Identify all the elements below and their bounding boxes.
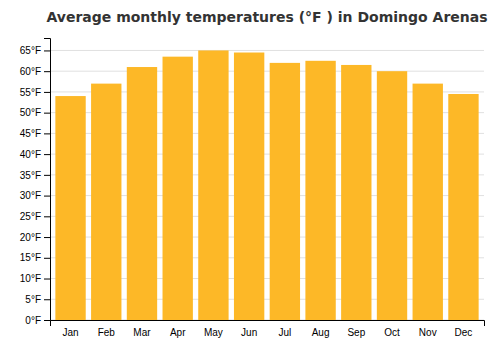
y-tick: 15°F xyxy=(20,252,50,263)
bar xyxy=(91,84,121,320)
x-tick-label: Aug xyxy=(312,327,330,338)
title: Average monthly temperatures (°F ) in Do… xyxy=(46,9,487,25)
y-tick-label: 15°F xyxy=(20,252,41,263)
x-tick: Sep xyxy=(347,327,365,338)
y-tick-label: 35°F xyxy=(20,170,41,181)
x-tick-label: Oct xyxy=(384,327,400,338)
y-tick-label: 65°F xyxy=(20,45,41,56)
x-tick: Jul xyxy=(278,327,291,338)
x-tick: Dec xyxy=(455,327,473,338)
x-tick-label: Jan xyxy=(62,327,78,338)
y-tick-mark xyxy=(44,175,50,176)
y-tick-mark xyxy=(44,237,50,238)
y-tick: 50°F xyxy=(20,107,50,118)
y-tick-label: 10°F xyxy=(20,273,41,284)
x-tick-label: Sep xyxy=(347,327,365,338)
x-axis-line xyxy=(51,321,485,327)
bar xyxy=(341,65,371,320)
bar xyxy=(198,50,228,320)
y-tick-mark xyxy=(44,299,50,300)
x-tick: Nov xyxy=(419,327,437,338)
x-tick: Apr xyxy=(170,327,186,338)
x-tick: Oct xyxy=(384,327,400,338)
y-tick-mark xyxy=(44,196,50,197)
y-tick-mark xyxy=(44,320,50,321)
y-tick: 5°F xyxy=(25,294,50,305)
y-tick-mark xyxy=(44,50,50,51)
y-tick-label: 0°F xyxy=(25,315,41,326)
y-tick: 30°F xyxy=(20,190,50,201)
grid-line xyxy=(50,71,484,72)
x-tick: Aug xyxy=(312,327,330,338)
y-tick-mark xyxy=(44,216,50,217)
y-tick: 10°F xyxy=(20,273,50,284)
y-tick-mark xyxy=(44,154,50,155)
x-tick: Mar xyxy=(133,327,151,338)
y-tick-mark xyxy=(44,279,50,280)
y-tick-label: 5°F xyxy=(25,294,41,305)
y-tick-label: 30°F xyxy=(20,190,41,201)
bar xyxy=(305,61,335,320)
bar xyxy=(413,84,443,320)
y-tick-label: 60°F xyxy=(20,66,41,77)
bar xyxy=(448,94,478,320)
y-tick: 65°F xyxy=(20,45,50,56)
y-tick: 45°F xyxy=(20,128,50,139)
bar xyxy=(377,71,407,320)
x-tick-label: Jun xyxy=(241,327,257,338)
y-axis-line xyxy=(44,39,51,321)
x-axis: Jan Feb Mar Apr May Jun Jul Aug Sep Oct Nov Dec xyxy=(51,321,485,339)
bar xyxy=(234,53,264,320)
y-tick: 35°F xyxy=(20,170,50,181)
x-tick-label: Dec xyxy=(455,327,473,338)
bars xyxy=(55,50,478,320)
bar xyxy=(127,67,157,320)
grid-line xyxy=(50,50,484,51)
y-tick: 55°F xyxy=(20,87,50,98)
y-tick-label: 40°F xyxy=(20,149,41,160)
y-tick: 0°F xyxy=(25,315,50,326)
y-tick-label: 20°F xyxy=(20,232,41,243)
y-tick-mark xyxy=(44,92,50,93)
x-tick-label: Jul xyxy=(278,327,291,338)
y-tick-mark xyxy=(44,258,50,259)
y-tick-label: 25°F xyxy=(20,211,41,222)
x-tick: Jan xyxy=(62,327,78,338)
y-tick-label: 45°F xyxy=(20,128,41,139)
x-tick-label: Feb xyxy=(98,327,116,338)
y-axis: 0°F 5°F 10°F 15°F 20°F 25°F 30°F 35°F 40°F 45°F 50… xyxy=(20,39,51,326)
y-tick: 20°F xyxy=(20,232,50,243)
y-tick: 40°F xyxy=(20,149,50,160)
bar xyxy=(270,63,300,320)
x-tick-label: Apr xyxy=(170,327,186,338)
x-tick-label: Mar xyxy=(133,327,151,338)
chart: 0°F 5°F 10°F 15°F 20°F 25°F 30°F 35°F 40°F 45°F 50… xyxy=(0,0,500,350)
y-tick: 25°F xyxy=(20,211,50,222)
x-tick-label: May xyxy=(204,327,223,338)
y-tick-mark xyxy=(44,113,50,114)
x-tick: Feb xyxy=(98,327,116,338)
x-tick-label: Nov xyxy=(419,327,437,338)
grid xyxy=(50,50,484,320)
bar xyxy=(55,96,85,320)
x-tick: May xyxy=(204,327,223,338)
y-tick: 60°F xyxy=(20,66,50,77)
x-tick: Jun xyxy=(241,327,257,338)
y-tick-mark xyxy=(44,133,50,134)
y-tick-label: 50°F xyxy=(20,107,41,118)
y-tick-mark xyxy=(44,71,50,72)
bar xyxy=(163,57,193,320)
y-tick-label: 55°F xyxy=(20,87,41,98)
